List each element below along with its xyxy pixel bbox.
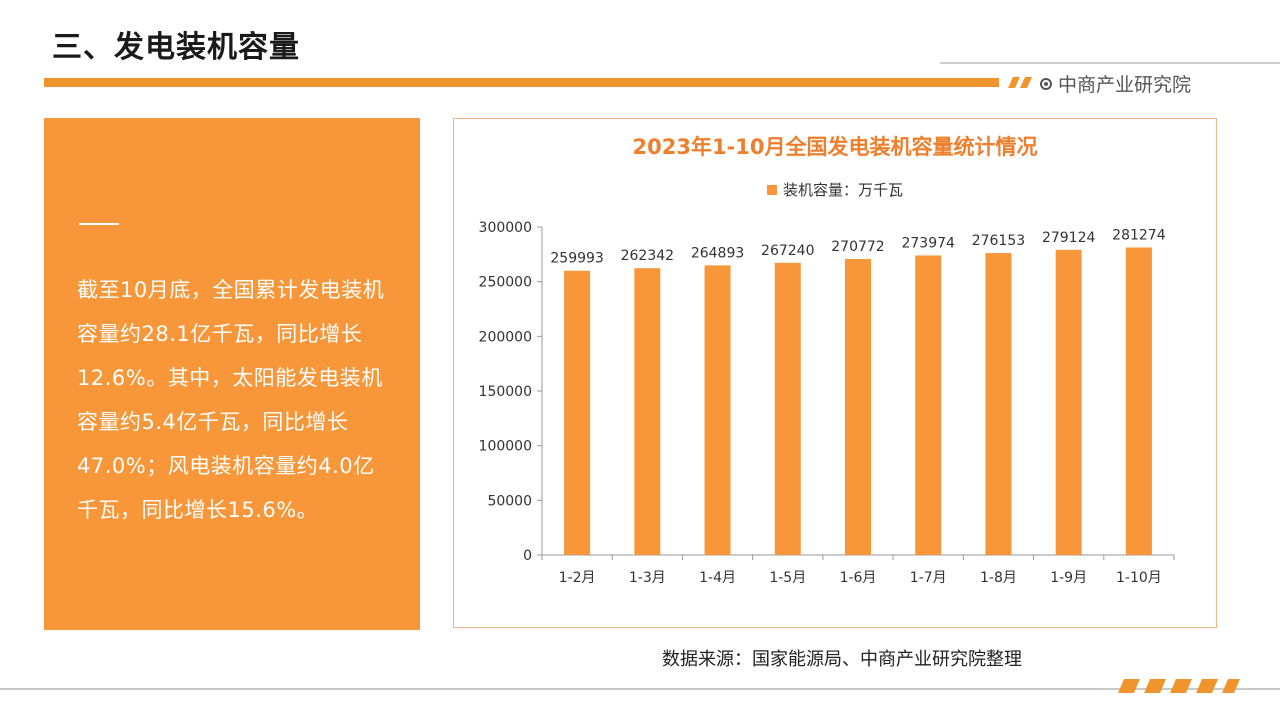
data-label: 264893	[691, 245, 744, 261]
footer-divider	[0, 688, 1280, 690]
x-tick-label: 1-4月	[699, 570, 736, 586]
data-label: 279124	[1042, 230, 1096, 246]
brand-name: 中商产业研究院	[1058, 74, 1192, 96]
data-label: 270772	[831, 239, 884, 255]
x-tick-label: 1-2月	[559, 570, 596, 586]
bar	[634, 268, 661, 555]
y-tick-label: 50000	[487, 493, 532, 509]
header-divider-line	[940, 62, 1280, 64]
y-tick-label: 100000	[479, 439, 532, 455]
x-tick-label: 1-6月	[840, 570, 877, 586]
bar	[985, 253, 1012, 555]
title-underline-bar	[44, 78, 999, 87]
brand-logo: 中商产业研究院	[1040, 70, 1191, 97]
data-label: 262342	[621, 248, 674, 264]
data-label: 281274	[1112, 227, 1166, 243]
target-icon	[1040, 77, 1052, 90]
title-bar-accent-stripes	[1008, 77, 1032, 88]
x-tick-label: 1-10月	[1116, 570, 1162, 586]
legend-swatch	[766, 185, 777, 195]
data-label: 259993	[550, 251, 603, 267]
y-tick-label: 250000	[479, 275, 532, 291]
bar	[564, 270, 591, 555]
x-tick-label: 1-3月	[629, 570, 666, 586]
data-label: 267240	[761, 243, 814, 259]
y-tick-label: 200000	[479, 329, 532, 345]
x-tick-label: 1-9月	[1050, 570, 1087, 586]
bar	[1125, 247, 1152, 555]
bar	[704, 265, 731, 555]
data-label: 273974	[901, 235, 955, 251]
bar	[774, 262, 801, 555]
bar	[1055, 249, 1082, 555]
x-tick-label: 1-8月	[980, 570, 1017, 586]
chart-title: 2023年1-10月全国发电装机容量统计情况	[632, 135, 1038, 159]
legend-label: 装机容量：万千瓦	[782, 181, 903, 199]
summary-text: 截至10月底，全国累计发电装机容量约28.1亿千瓦，同比增长12.6%。其中，太…	[77, 278, 385, 522]
bar	[915, 255, 942, 556]
footer-accent-stripes	[1118, 679, 1240, 693]
x-tick-label: 1-5月	[769, 570, 806, 586]
y-tick-label: 150000	[479, 384, 532, 400]
y-tick-label: 300000	[479, 220, 532, 236]
bar-chart: 0 50000 100000 150000 200000 250000 300000 2599…	[479, 220, 1175, 586]
summary-panel: 截至10月底，全国累计发电装机容量约28.1亿千瓦，同比增长12.6%。其中，太…	[44, 118, 420, 630]
data-label: 276153	[972, 233, 1025, 249]
chart-legend: 装机容量：万千瓦	[454, 179, 1216, 200]
y-tick-label: 0	[523, 548, 532, 564]
data-source-note: 数据来源：国家能源局、中商产业研究院整理	[662, 649, 1022, 670]
chart-container: 2023年1-10月全国发电装机容量统计情况 装机容量：万千瓦 0 50000 10…	[453, 118, 1217, 628]
bar	[845, 258, 871, 555]
x-tick-label: 1-7月	[910, 570, 947, 586]
panel-divider	[79, 223, 119, 225]
page-title: 三、发电装机容量	[52, 30, 300, 65]
